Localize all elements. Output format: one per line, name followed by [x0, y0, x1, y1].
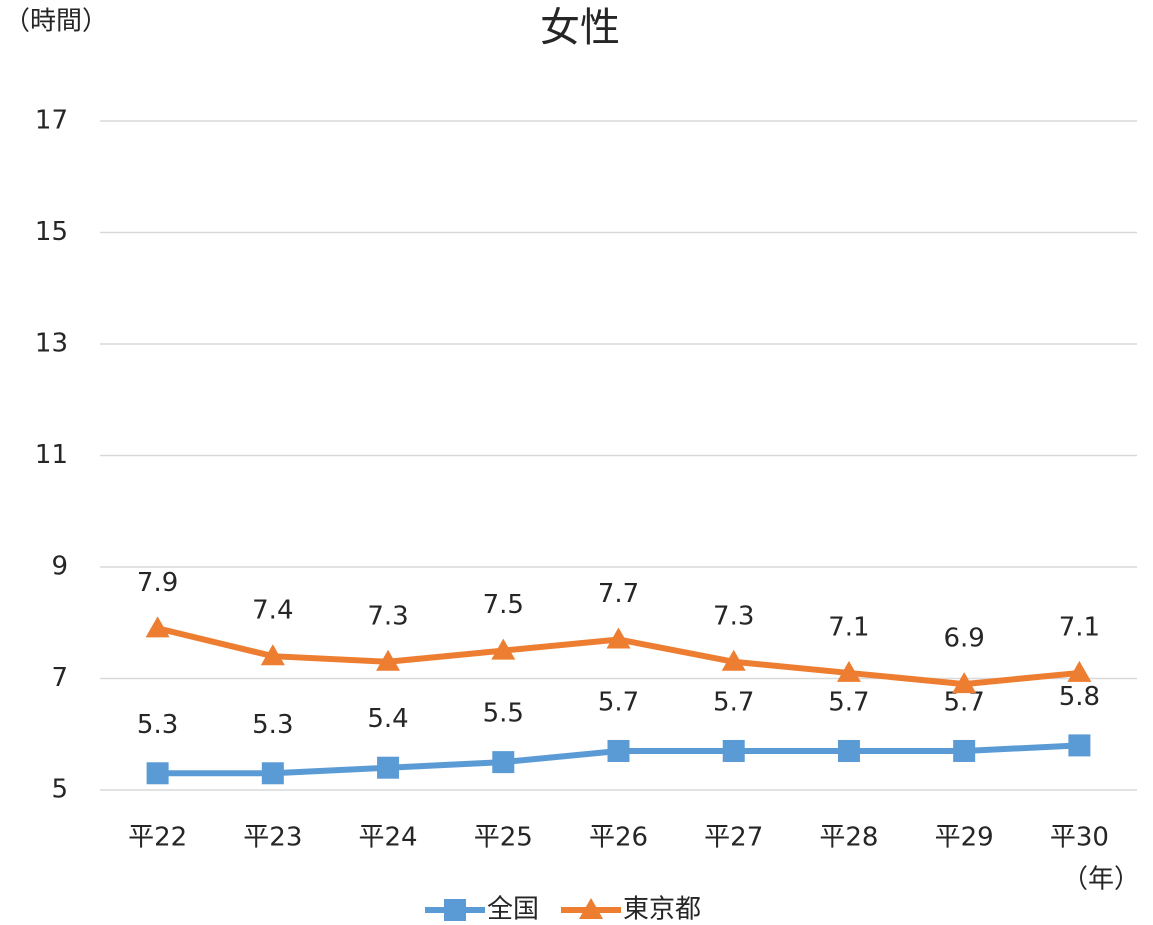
x-tick-label: 平25 [474, 823, 533, 853]
marker [607, 739, 630, 762]
marker [606, 627, 631, 649]
x-tick-label: 平23 [243, 823, 302, 853]
y-tick-label: 17 [35, 106, 68, 136]
data-label: 5.3 [137, 710, 178, 740]
legend-label: 全国 [487, 895, 539, 925]
x-tick-label: 平27 [704, 823, 763, 853]
y-tick-label: 5 [51, 775, 68, 805]
marker [953, 739, 976, 762]
marker [377, 756, 400, 779]
y-tick-label: 11 [35, 440, 68, 470]
marker [491, 638, 516, 660]
data-label: 7.7 [598, 579, 639, 609]
x-tick-label: 平30 [1050, 823, 1109, 853]
data-label: 5.7 [713, 687, 754, 717]
data-label: 7.3 [367, 601, 408, 631]
marker [952, 672, 977, 694]
marker [376, 649, 401, 671]
marker [721, 649, 746, 671]
data-label: 5.7 [598, 687, 639, 717]
marker [722, 739, 745, 762]
y-tick-label: 7 [51, 663, 68, 693]
data-label: 5.5 [483, 699, 524, 729]
data-label: 7.5 [483, 590, 524, 620]
legend-label: 東京都 [623, 895, 701, 925]
data-label: 5.8 [1059, 682, 1100, 712]
x-tick-label: 平22 [128, 823, 187, 853]
legend-marker [579, 898, 604, 919]
marker [261, 762, 284, 785]
x-tick-label: 平28 [819, 823, 878, 853]
marker [1068, 734, 1091, 757]
marker [260, 644, 285, 666]
x-tick-label: 平26 [589, 823, 648, 853]
y-tick-label: 9 [51, 552, 68, 582]
y-axis-unit: （時間） [4, 7, 108, 37]
data-label: 7.3 [713, 601, 754, 631]
data-label: 5.7 [828, 687, 869, 717]
data-label: 5.4 [367, 704, 408, 734]
x-tick-label: 平29 [935, 823, 994, 853]
data-label: 7.4 [252, 596, 293, 626]
data-label: 7.1 [1059, 612, 1100, 642]
data-label: 7.9 [137, 568, 178, 598]
marker [1067, 660, 1092, 682]
y-tick-label: 13 [35, 329, 68, 359]
x-tick-label: 平24 [359, 823, 418, 853]
x-axis-unit: （年） [1062, 865, 1140, 895]
marker [836, 660, 861, 682]
chart-title: 女性 [540, 5, 620, 51]
data-label: 5.3 [252, 710, 293, 740]
y-tick-label: 15 [35, 217, 68, 247]
marker [146, 762, 169, 785]
data-label: 6.9 [943, 624, 984, 654]
data-label: 7.1 [828, 612, 869, 642]
marker [837, 739, 860, 762]
legend-marker [444, 899, 466, 921]
marker [145, 616, 170, 638]
marker [492, 751, 515, 774]
